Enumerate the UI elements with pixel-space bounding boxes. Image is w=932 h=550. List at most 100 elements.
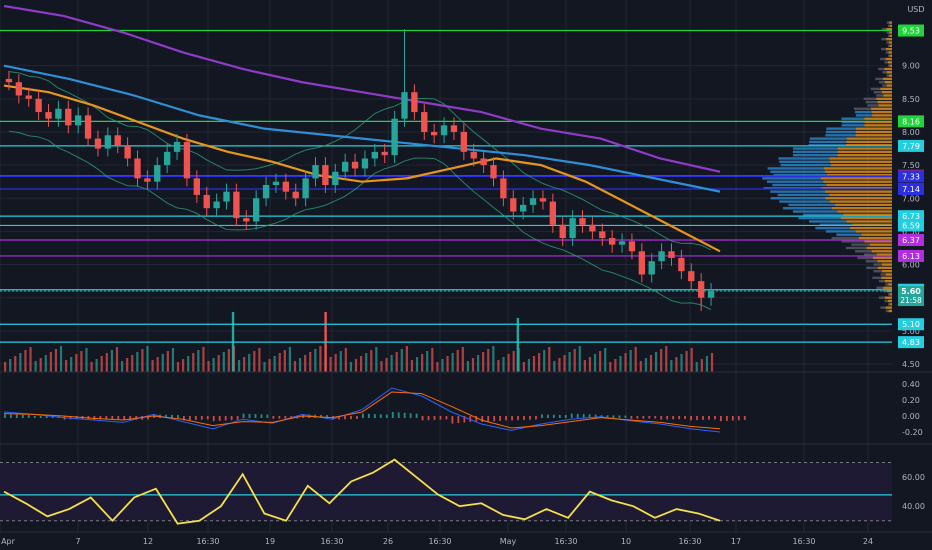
volume-bar <box>644 358 647 372</box>
volume-bar <box>329 357 332 372</box>
candle-body <box>282 181 289 192</box>
profile-bar-buy <box>851 243 870 246</box>
volume-bar <box>80 351 83 372</box>
macd-hist-bar <box>21 414 24 418</box>
last-price-tag <box>898 286 924 307</box>
profile-bar-sell <box>889 21 892 24</box>
price-tick-label: 8.00 <box>902 128 920 137</box>
time-tick-label: 24 <box>863 537 873 546</box>
macd-hist-bar <box>654 416 657 419</box>
candle-body <box>322 165 329 185</box>
profile-bar-buy <box>826 127 856 130</box>
profile-bar-buy <box>866 266 878 270</box>
macd-hist-bar <box>409 413 412 418</box>
macd-hist-bar <box>373 414 376 418</box>
macd-hist-bar <box>278 416 281 419</box>
profile-bar-sell <box>881 276 892 280</box>
profile-bar-sell <box>825 197 892 200</box>
rsi-tick-label: 40.00 <box>902 502 925 511</box>
macd-hist-bar <box>254 414 257 418</box>
candle-body <box>292 191 299 199</box>
profile-bar-buy <box>808 144 847 147</box>
profile-bar-buy <box>857 256 874 260</box>
volume-bar <box>9 359 12 372</box>
candle-body <box>549 201 556 225</box>
profile-bar-sell <box>878 104 892 107</box>
profile-bar-sell <box>888 309 892 313</box>
profile-bar-sell <box>837 153 892 157</box>
candle-body <box>381 151 388 156</box>
profile-bar-buy <box>881 37 887 41</box>
macd-hist-bar <box>505 416 507 421</box>
volume-bar <box>19 353 22 372</box>
volume-bar <box>426 351 429 372</box>
time-tick-label: 16:30 <box>320 537 343 546</box>
time-axis[interactable]: Apr 7 12 16:30 19 16:30 26 16:30 May 16:30 10 16:30… <box>1 537 873 546</box>
candle-body <box>45 112 52 119</box>
volume-bar <box>212 358 215 372</box>
volume-bar <box>258 348 261 372</box>
rsi-band <box>0 462 892 522</box>
macd-hist-bar <box>618 415 621 418</box>
volume-bar <box>146 346 149 372</box>
candle-body <box>658 251 665 262</box>
profile-bar-buy <box>819 223 853 226</box>
volume-bar <box>654 352 658 372</box>
profile-bar-buy <box>763 187 822 190</box>
grid <box>0 0 892 532</box>
time-tick-label: 16:30 <box>554 537 577 546</box>
volume-bar <box>527 359 531 372</box>
profile-bar-buy <box>855 250 872 253</box>
profile-bar-buy <box>885 51 889 54</box>
rsi-line <box>3 458 721 525</box>
candle-body <box>342 161 349 172</box>
volume-bar <box>24 350 27 372</box>
candle-body <box>520 204 527 212</box>
profile-bar-buy <box>870 87 881 91</box>
macd-hist-bar <box>338 416 340 420</box>
price-axis[interactable]: USD 9.008.508.007.507.006.506.005.505.00… <box>896 0 932 550</box>
profile-bar-buy <box>825 134 856 137</box>
candle-body <box>371 151 378 159</box>
time-tick-label: 17 <box>731 537 741 546</box>
volume-bar <box>237 360 241 372</box>
candle-body <box>15 82 22 96</box>
price-tick-label: 9.00 <box>902 62 920 71</box>
volume-bar <box>690 348 693 372</box>
macd-tick-label: 0.40 <box>902 380 920 389</box>
macd-hist-bar <box>260 414 263 418</box>
volume-bar <box>405 346 408 372</box>
profile-bar-sell <box>889 293 892 296</box>
candle-body <box>124 145 131 159</box>
profile-bar-sell <box>864 124 892 127</box>
volume-bar <box>75 354 78 372</box>
profile-bar-sell <box>826 173 892 177</box>
volume-bar <box>161 354 164 372</box>
macd-hist-bar <box>236 416 239 420</box>
macd-hist-bar <box>541 414 543 418</box>
macd-tick-label: 0.00 <box>902 412 920 421</box>
macd-hist-bar <box>523 416 525 420</box>
profile-bar-buy <box>876 286 884 289</box>
profile-bar-sell <box>889 31 892 34</box>
volume-bar <box>522 362 525 372</box>
profile-bar-sell <box>884 81 892 84</box>
macd-hist-bar <box>725 416 728 421</box>
profile-bar-sell <box>855 230 892 233</box>
profile-bar-sell <box>846 140 892 144</box>
candle-body <box>559 224 566 239</box>
volume-bar <box>176 362 180 372</box>
candle-body <box>609 238 616 245</box>
profile-bar-sell <box>884 296 892 299</box>
macd-hist-bar <box>642 416 645 419</box>
volume-bar <box>288 347 291 372</box>
profile-bar-sell <box>880 87 892 91</box>
level-tag <box>898 249 924 262</box>
volume-bar <box>187 356 190 372</box>
candle-body <box>104 135 111 149</box>
profile-bar-sell <box>888 74 892 77</box>
price-tick-label: 5.00 <box>902 327 920 336</box>
price-tick-label: 6.50 <box>902 227 920 236</box>
macd-hist-bar <box>439 416 442 420</box>
